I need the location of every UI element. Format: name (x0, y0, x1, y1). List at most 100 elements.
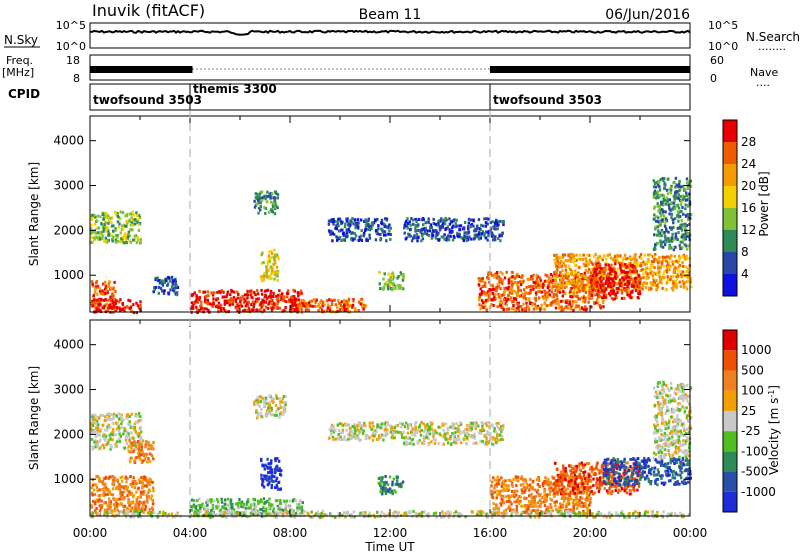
data-cell (230, 505, 233, 509)
data-cell (142, 492, 145, 496)
data-cell (581, 287, 584, 290)
data-cell (659, 178, 662, 182)
data-cell (621, 259, 625, 263)
data-cell (340, 300, 344, 304)
data-cell (259, 507, 262, 511)
data-cell (616, 275, 619, 279)
data-cell (472, 424, 475, 428)
data-cell (138, 412, 141, 415)
data-cell (589, 271, 593, 275)
data-cell (193, 499, 196, 503)
data-cell (356, 225, 360, 229)
data-cell (98, 488, 101, 492)
data-cell (371, 431, 375, 435)
data-cell (223, 502, 226, 506)
data-cell (175, 291, 179, 295)
data-cell (664, 288, 668, 292)
data-cell (96, 292, 99, 296)
noise-right-tick-top: 10^5 (708, 19, 738, 32)
data-cell (507, 293, 510, 297)
data-cell (91, 424, 95, 427)
data-cell (284, 309, 287, 313)
data-cell (339, 304, 343, 307)
data-cell (332, 218, 335, 221)
data-cell (299, 302, 302, 306)
data-cell (353, 218, 356, 222)
data-cell (408, 436, 411, 440)
data-cell (670, 216, 673, 220)
data-cell (584, 283, 588, 287)
data-cell (295, 306, 298, 310)
data-cell (116, 422, 119, 426)
data-cell (371, 438, 375, 442)
data-cell (117, 497, 121, 501)
data-cell (415, 232, 419, 236)
data-cell (379, 426, 382, 430)
data-cell (568, 281, 571, 285)
data-cell (223, 299, 226, 303)
data-cell (391, 287, 394, 291)
data-cell (400, 482, 403, 486)
data-cell (670, 187, 673, 191)
data-cell (98, 429, 101, 433)
data-cell (538, 286, 541, 290)
data-cell (439, 425, 442, 429)
data-cell (313, 304, 317, 308)
data-cell (358, 438, 361, 442)
data-cell (505, 270, 508, 274)
data-cell (328, 298, 331, 302)
data-cell (551, 295, 554, 299)
data-cell (661, 210, 665, 214)
data-cell (207, 308, 210, 312)
data-cell (559, 299, 563, 303)
data-cell (157, 291, 160, 295)
data-cell (334, 428, 337, 432)
data-cell (109, 447, 112, 451)
data-cell (308, 304, 311, 308)
data-cell (562, 276, 566, 280)
data-cell (487, 293, 491, 297)
data-cell (414, 425, 418, 429)
data-cell (93, 493, 96, 497)
data-cell (571, 256, 575, 259)
data-cell (253, 498, 256, 502)
data-cell (594, 289, 597, 293)
data-cell (466, 425, 470, 428)
data-cell (260, 477, 263, 481)
colorbar-swatch (723, 186, 737, 208)
data-cell (176, 286, 180, 289)
data-cell (383, 225, 386, 228)
data-cell (580, 296, 583, 300)
data-cell (294, 301, 298, 304)
data-cell (315, 298, 318, 302)
data-cell (270, 471, 273, 475)
data-cell (102, 306, 106, 310)
data-cell (146, 460, 149, 464)
data-cell (527, 291, 530, 295)
data-cell (211, 293, 215, 297)
data-cell (148, 444, 151, 448)
data-cell (486, 421, 489, 425)
data-cell (618, 278, 622, 282)
data-cell (572, 279, 576, 283)
data-cell (116, 220, 120, 224)
data-cell (539, 503, 542, 507)
data-cell (480, 304, 484, 308)
data-cell (423, 229, 427, 233)
data-cell (673, 254, 676, 258)
data-cell (353, 237, 357, 241)
data-cell (529, 301, 533, 305)
data-cell (126, 477, 129, 481)
data-cell (292, 288, 295, 292)
data-cell (272, 196, 275, 200)
data-cell (100, 222, 103, 226)
data-cell (449, 234, 452, 238)
data-cell (102, 282, 105, 286)
data-cell (136, 452, 140, 456)
data-cell (406, 226, 409, 230)
data-cell (260, 407, 263, 411)
data-cell (422, 422, 425, 426)
data-cell (629, 272, 632, 276)
data-cell (377, 482, 381, 486)
data-cell (684, 232, 688, 236)
